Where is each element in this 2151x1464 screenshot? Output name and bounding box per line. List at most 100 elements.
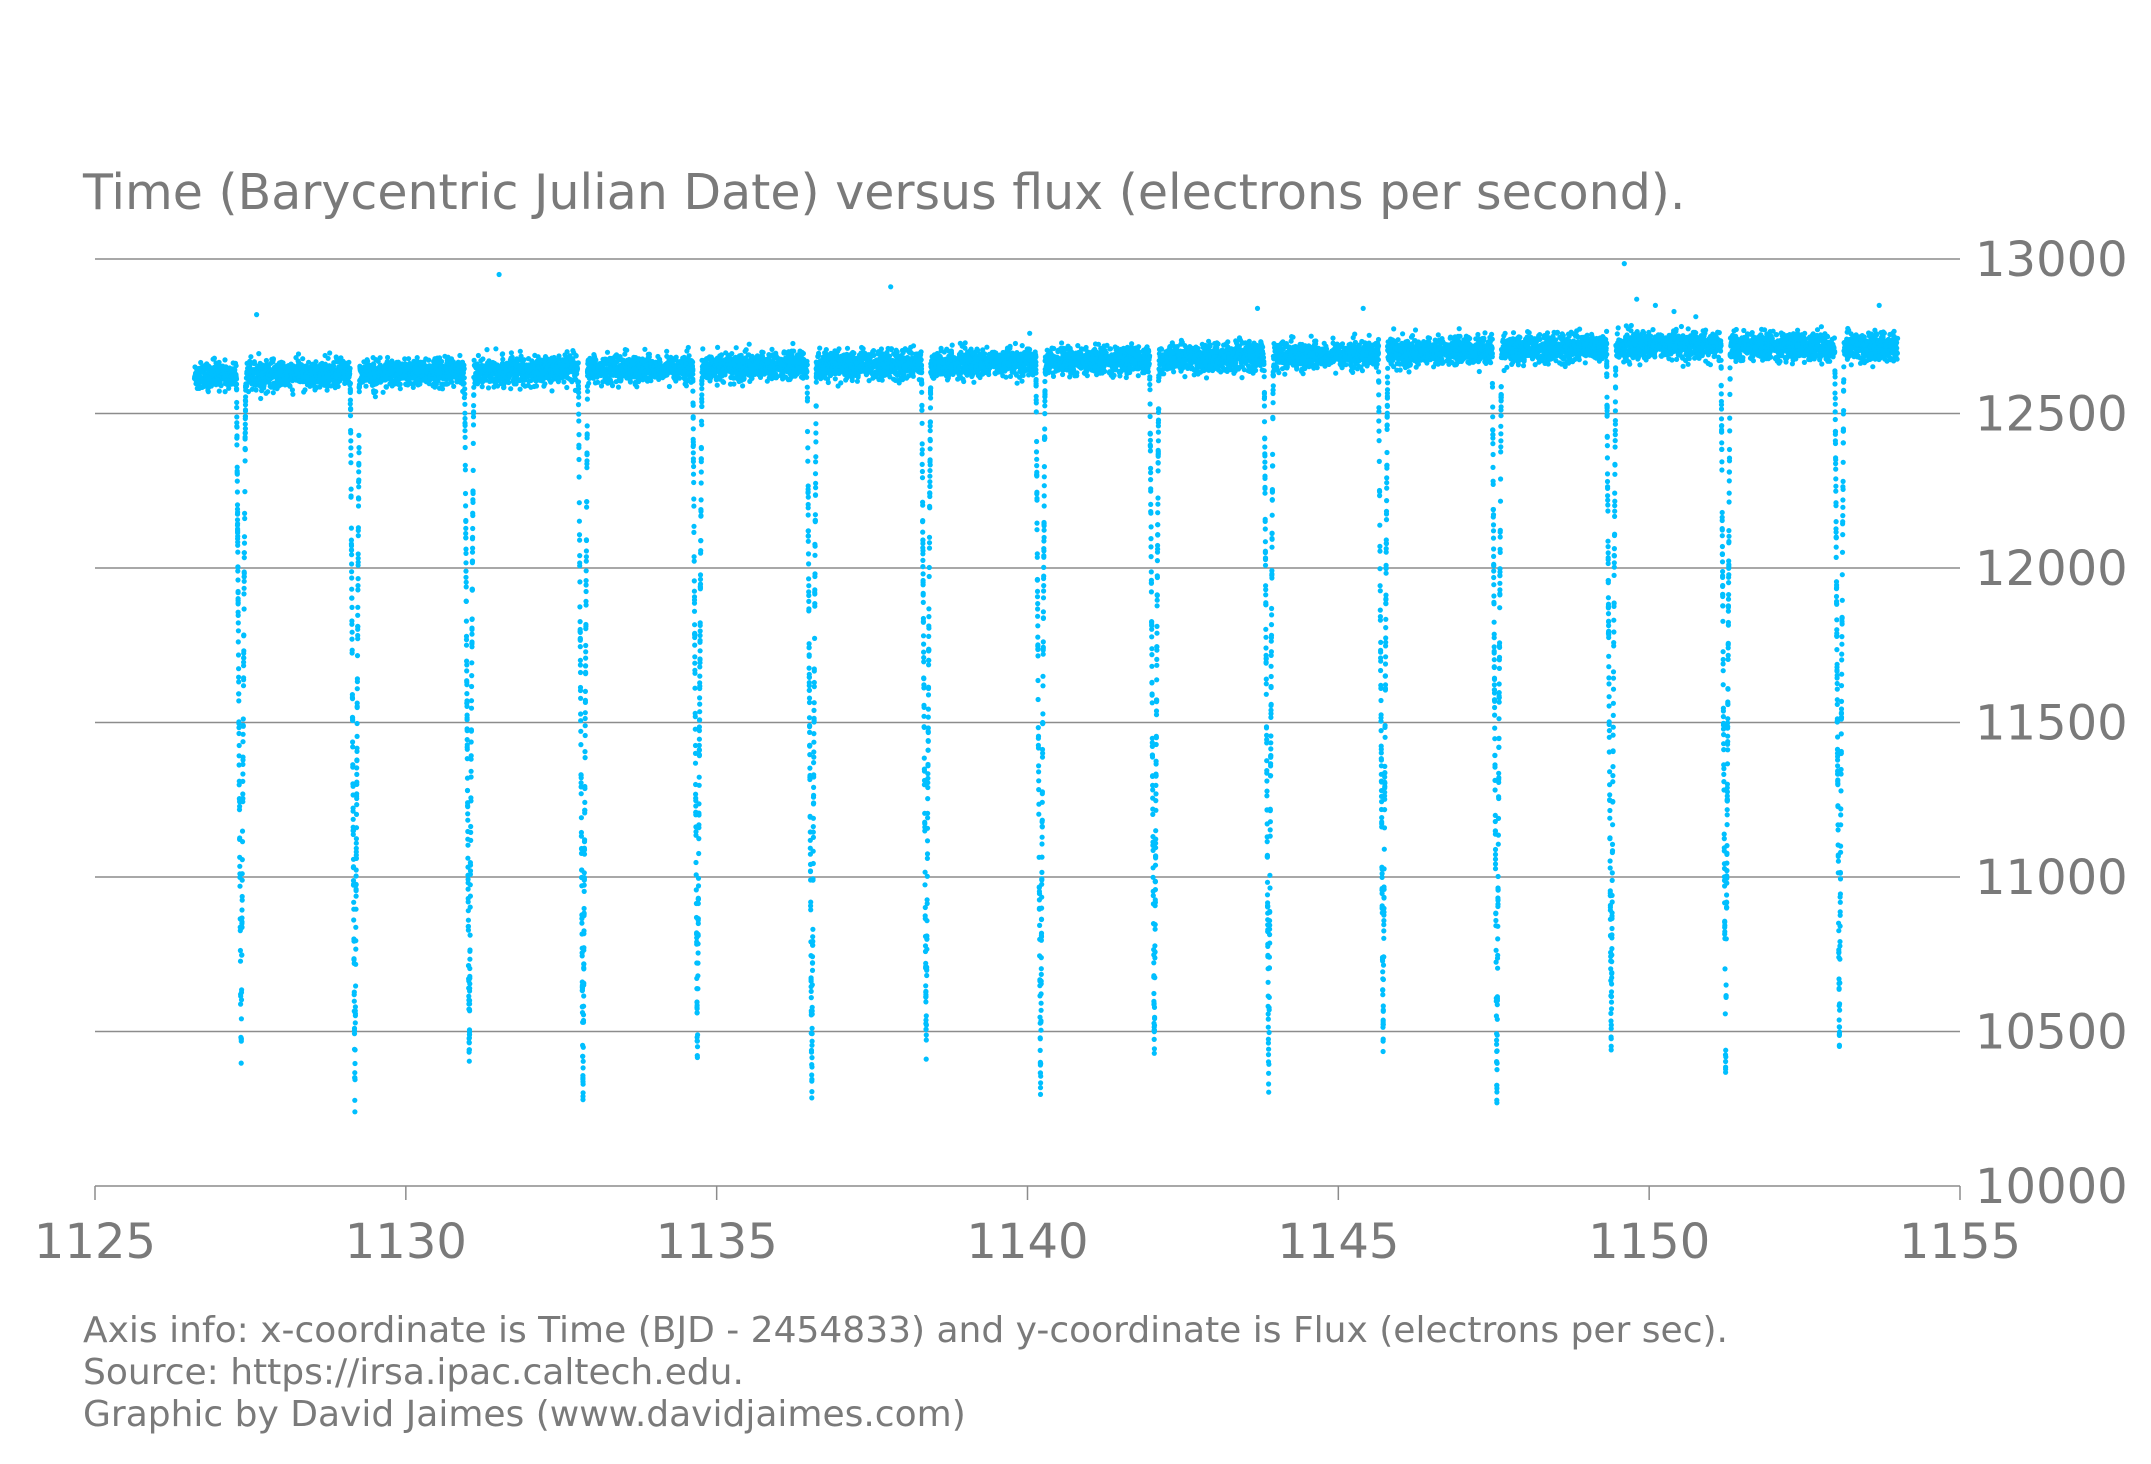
data-point xyxy=(1041,474,1047,480)
data-point xyxy=(347,371,353,377)
data-point xyxy=(769,346,775,352)
data-point xyxy=(700,346,706,352)
data-point xyxy=(919,441,925,447)
data-point xyxy=(879,377,885,383)
data-point xyxy=(300,356,306,362)
data-point xyxy=(414,355,420,361)
data-point xyxy=(823,347,829,353)
data-point xyxy=(461,375,467,381)
data-point xyxy=(480,356,486,362)
data-point xyxy=(302,387,308,393)
data-point xyxy=(595,379,601,385)
data-point xyxy=(426,357,432,363)
data-point xyxy=(348,486,354,492)
data-point xyxy=(804,362,810,368)
data-point xyxy=(462,444,468,451)
data-point xyxy=(918,349,924,355)
data-point xyxy=(575,360,581,366)
data-point xyxy=(385,354,391,361)
data-point xyxy=(926,614,932,620)
data-point xyxy=(683,383,690,389)
data-point xyxy=(327,350,333,356)
data-point xyxy=(1019,343,1025,349)
data-point xyxy=(353,840,359,846)
data-point xyxy=(439,358,445,365)
data-point xyxy=(961,378,967,385)
data-point xyxy=(451,383,457,389)
data-point xyxy=(714,382,720,388)
data-point xyxy=(582,755,588,761)
data-point xyxy=(353,924,359,930)
data-point xyxy=(235,549,241,555)
data-point xyxy=(313,359,319,365)
data-point xyxy=(484,347,490,353)
data-point xyxy=(578,742,584,748)
data-point xyxy=(666,383,673,390)
data-point xyxy=(949,342,955,348)
data-point xyxy=(1035,725,1041,731)
data-point xyxy=(517,386,523,392)
data-point xyxy=(198,359,204,366)
chart-title: Time (Barycentric Julian Date) versus fl… xyxy=(83,164,1686,221)
data-point xyxy=(468,837,474,844)
data-point xyxy=(238,1060,244,1066)
data-point xyxy=(1040,639,1046,645)
data-point xyxy=(406,356,412,362)
data-point xyxy=(295,351,302,357)
data-point xyxy=(363,383,369,389)
data-point xyxy=(825,379,831,386)
data-point xyxy=(263,357,269,364)
data-point xyxy=(576,500,582,506)
data-point xyxy=(813,459,819,465)
data-point xyxy=(971,379,977,385)
data-point xyxy=(664,348,670,354)
data-point xyxy=(1003,374,1009,380)
data-point xyxy=(508,386,514,392)
data-point xyxy=(402,356,408,362)
data-point xyxy=(648,378,654,384)
grid-lines xyxy=(95,258,1960,1033)
data-point xyxy=(746,341,752,347)
data-point xyxy=(832,376,838,382)
data-point xyxy=(851,350,857,356)
data-point xyxy=(349,561,355,567)
data-point xyxy=(383,384,389,390)
data-point xyxy=(218,383,224,389)
data-point xyxy=(844,345,851,351)
data-point xyxy=(760,349,766,356)
data-point xyxy=(624,347,630,353)
data-point xyxy=(325,355,331,361)
data-point xyxy=(642,346,648,352)
data-point xyxy=(311,380,317,386)
data-point xyxy=(211,355,217,361)
data-point xyxy=(232,367,238,373)
data-point xyxy=(579,920,585,926)
data-point xyxy=(698,469,704,475)
data-point xyxy=(1019,378,1025,384)
data-point xyxy=(924,855,931,862)
data-point xyxy=(926,545,933,551)
data-point xyxy=(253,387,259,393)
data-point xyxy=(439,386,446,392)
data-point xyxy=(697,701,703,707)
data-point xyxy=(377,355,383,361)
data-point xyxy=(693,859,699,866)
data-point xyxy=(479,384,485,390)
data-point xyxy=(690,359,696,365)
data-point xyxy=(1033,354,1039,360)
data-point xyxy=(222,357,228,363)
data-point xyxy=(410,384,416,390)
data-point xyxy=(733,345,739,351)
data-point xyxy=(986,371,992,378)
data-point xyxy=(233,363,239,369)
data-point xyxy=(468,698,475,704)
data-point xyxy=(457,352,463,359)
data-point xyxy=(578,711,584,717)
data-point xyxy=(372,394,378,400)
data-point xyxy=(238,997,245,1003)
data-point xyxy=(804,374,810,380)
data-point xyxy=(609,383,616,389)
data-point xyxy=(500,356,506,362)
data-point xyxy=(962,340,968,346)
